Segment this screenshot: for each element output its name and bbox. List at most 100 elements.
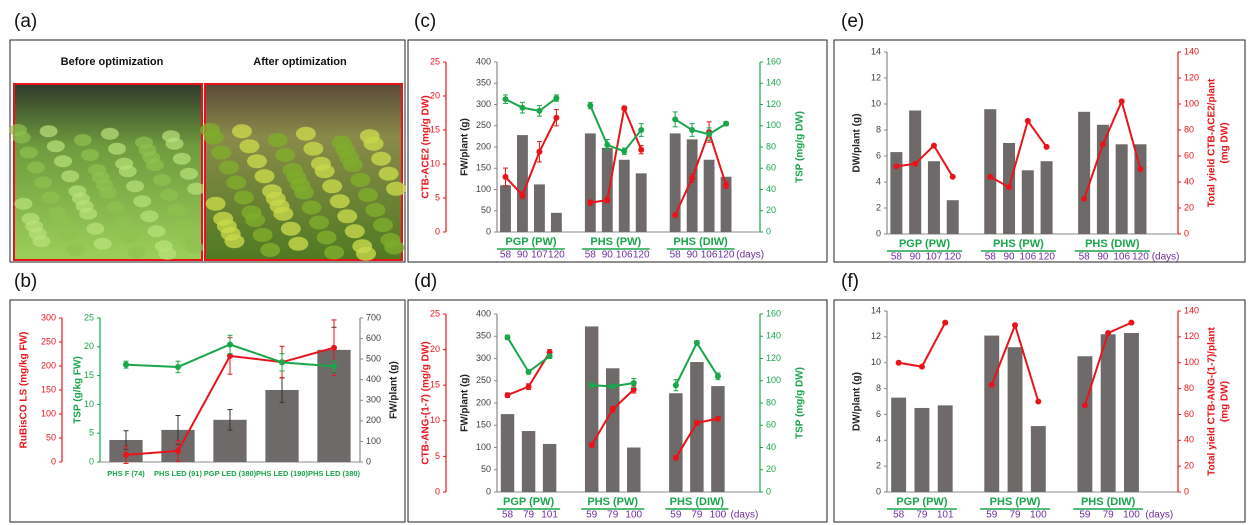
bar xyxy=(669,133,681,232)
photo-texture xyxy=(14,197,33,210)
y-tick-label: 600 xyxy=(366,333,381,343)
photo-texture xyxy=(174,219,193,231)
x-tick-label: PHS LED (380) xyxy=(308,469,361,478)
photo-texture xyxy=(100,127,119,140)
y-tick-label: 14 xyxy=(871,305,881,315)
y-tick-label: 300 xyxy=(41,312,56,322)
photo-before xyxy=(9,83,206,261)
bar xyxy=(720,176,732,232)
bar xyxy=(891,397,907,492)
group-label: PHS (DIW) xyxy=(1085,238,1140,250)
photo-texture xyxy=(34,176,53,189)
y-tick-label: 140 xyxy=(766,331,781,341)
photo-texture xyxy=(386,181,407,196)
photo-texture xyxy=(356,246,377,261)
photo-texture xyxy=(365,203,386,217)
marker xyxy=(672,382,679,389)
x-tick-label: 90 xyxy=(602,250,614,261)
y-tick-label: 20 xyxy=(430,344,440,354)
x-tick-label: PGP LED (380) xyxy=(204,469,257,478)
y-tick-label: 120 xyxy=(1184,72,1199,82)
group-label: PGP (PW) xyxy=(899,238,950,250)
y-tick-label: 6 xyxy=(876,150,881,160)
axis-title: RuBisCO LS (mg/kg FW) xyxy=(19,332,30,449)
marker xyxy=(918,363,925,370)
bar xyxy=(601,147,613,232)
photo-texture xyxy=(165,137,184,150)
x-tick-label: 58 xyxy=(1079,252,1091,263)
y-tick-label: 15 xyxy=(430,380,440,390)
photo-texture xyxy=(99,186,117,199)
panel-frame xyxy=(407,299,828,523)
marker xyxy=(604,141,611,148)
axis-title: (mg DW) xyxy=(1220,381,1231,422)
y-tick-label: 6 xyxy=(876,409,881,419)
photo-texture xyxy=(301,200,322,215)
marker xyxy=(609,406,616,413)
y-tick-label: 60 xyxy=(1184,150,1194,160)
marker xyxy=(723,120,730,127)
photo-texture xyxy=(205,196,226,211)
x-tick-label: 59 xyxy=(586,510,598,521)
x-tick-label: 120 xyxy=(548,250,565,261)
y-tick-label: 40 xyxy=(1184,435,1194,445)
y-tick-label: 100 xyxy=(1184,98,1199,108)
panel-frame xyxy=(9,299,406,523)
x-tick-label: 120 xyxy=(1132,252,1149,263)
marker xyxy=(1035,398,1042,405)
photo-texture xyxy=(344,224,365,239)
marker xyxy=(123,451,129,458)
y-tick-label: 100 xyxy=(1184,357,1199,367)
marker xyxy=(1043,143,1050,150)
y-tick-label: 0 xyxy=(435,226,440,236)
bar xyxy=(542,443,557,492)
y-tick-label: 5 xyxy=(435,192,440,202)
group-label: PHS (DIW) xyxy=(1081,496,1136,508)
y-tick-label: 60 xyxy=(766,163,776,173)
photo-texture xyxy=(267,133,288,147)
marker xyxy=(672,454,679,461)
y-tick-label: 25 xyxy=(430,308,440,318)
panel-label: (a) xyxy=(14,11,37,32)
y-tick-label: 20 xyxy=(766,464,776,474)
bar xyxy=(635,173,647,232)
marker xyxy=(553,114,560,121)
marker xyxy=(279,359,285,366)
marker xyxy=(912,160,919,167)
y-tick-label: 150 xyxy=(41,384,56,394)
group-label: PGP (PW) xyxy=(896,496,947,508)
photo-texture xyxy=(275,148,296,162)
photo-texture xyxy=(218,160,239,175)
y-tick-label: 250 xyxy=(41,336,56,346)
photo-texture xyxy=(303,141,324,156)
marker xyxy=(630,379,637,386)
x-tick-label: 106 xyxy=(1113,252,1130,263)
photo-texture xyxy=(295,126,316,141)
bar xyxy=(711,386,725,492)
photo-texture xyxy=(79,207,98,220)
y-tick-label: 150 xyxy=(476,420,491,430)
axis-title: CTB-ANG-(1-7) (mg/g DW) xyxy=(421,341,432,464)
group-label: PHS (PW) xyxy=(590,236,641,248)
bar xyxy=(605,368,620,492)
bar xyxy=(669,393,683,492)
x-tick-label: 100 xyxy=(1123,510,1140,521)
bar xyxy=(703,159,715,232)
photo-texture xyxy=(147,225,166,238)
axis-title: FW/plant (g) xyxy=(460,374,471,432)
marker xyxy=(536,148,543,155)
photo-texture xyxy=(81,149,99,161)
marker xyxy=(672,212,679,218)
bar xyxy=(946,200,959,234)
bar xyxy=(1007,347,1023,492)
photo-texture xyxy=(25,220,44,233)
marker xyxy=(587,199,594,206)
y-tick-label: 0 xyxy=(766,486,771,496)
photo-texture xyxy=(145,159,164,171)
y-tick-label: 160 xyxy=(766,308,781,318)
x-tick-label: 58 xyxy=(670,250,682,261)
y-tick-label: 400 xyxy=(366,374,381,384)
photo-texture xyxy=(286,170,307,185)
photo-texture xyxy=(329,194,350,209)
marker xyxy=(1099,141,1106,148)
